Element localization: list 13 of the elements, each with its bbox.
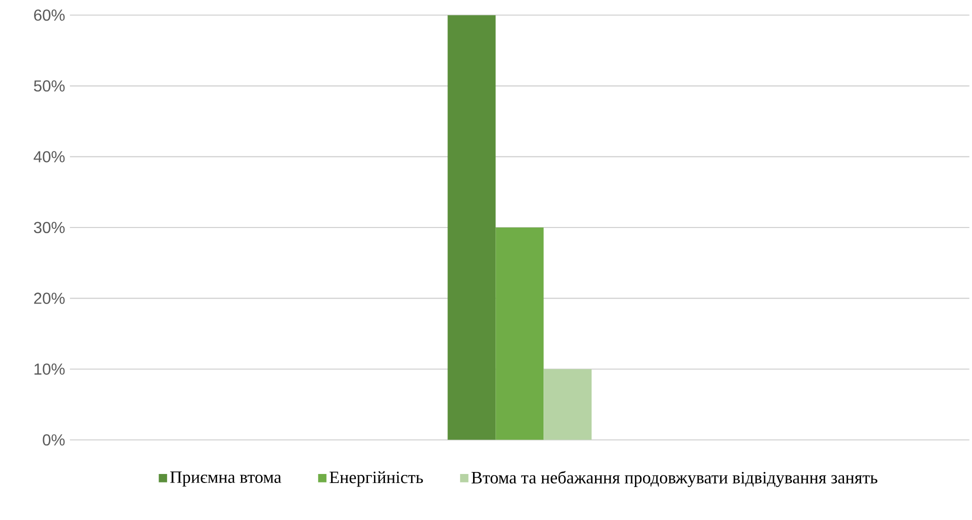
y-tick-label: 20% <box>34 292 65 304</box>
bar <box>496 228 544 440</box>
bar <box>544 369 592 440</box>
y-tick-label: 30% <box>34 222 65 234</box>
legend-label: Приємна втома <box>170 471 282 486</box>
y-tick-label: 10% <box>34 363 65 375</box>
legend-label: Втома та небажання продовжувати відвідування занять <box>472 470 878 488</box>
bar <box>448 15 496 440</box>
legend-label: Енергійність <box>330 471 423 487</box>
y-tick-label: 60% <box>34 9 65 21</box>
y-tick-label: 0% <box>42 434 65 446</box>
y-tick-label: 50% <box>34 80 65 92</box>
y-tick-label: 40% <box>34 151 65 162</box>
